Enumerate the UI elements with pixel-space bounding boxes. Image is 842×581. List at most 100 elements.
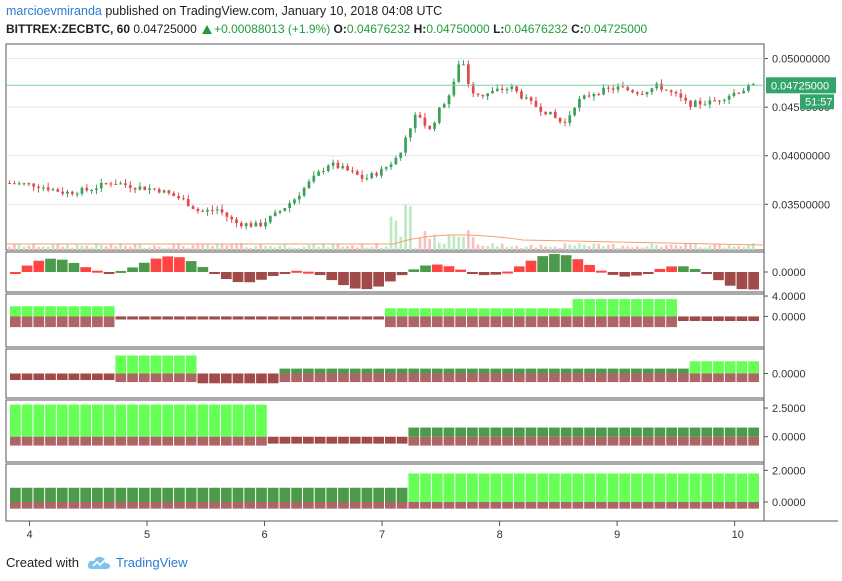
histogram-bar bbox=[678, 369, 689, 374]
histogram-bar bbox=[151, 502, 162, 509]
volume-bar bbox=[37, 247, 40, 250]
histogram-bar bbox=[467, 272, 478, 274]
histogram-bar bbox=[69, 405, 80, 437]
histogram-bar bbox=[655, 316, 666, 327]
histogram-bar bbox=[737, 272, 748, 289]
histogram-bar bbox=[385, 272, 396, 281]
histogram-bar bbox=[373, 437, 384, 444]
histogram-bar bbox=[10, 502, 21, 509]
histogram-bar bbox=[350, 374, 361, 383]
histogram-bar bbox=[22, 374, 33, 381]
histogram-bar bbox=[233, 374, 244, 384]
histogram-bar bbox=[350, 502, 361, 509]
volume-bar bbox=[689, 243, 692, 250]
histogram-bar bbox=[537, 316, 548, 327]
histogram-bar bbox=[221, 405, 232, 437]
candle-body bbox=[597, 94, 600, 95]
indicator-tick-label: 2.5000 bbox=[772, 403, 806, 415]
histogram-bar bbox=[362, 502, 373, 509]
indicator-tick-label: 0.0000 bbox=[772, 311, 806, 323]
histogram-bar bbox=[666, 437, 677, 446]
histogram-bar bbox=[444, 428, 455, 437]
candle-body bbox=[559, 118, 562, 122]
volume-bar bbox=[665, 245, 668, 250]
histogram-bar bbox=[338, 316, 349, 319]
histogram-bar bbox=[57, 306, 68, 316]
histogram-bar bbox=[561, 255, 572, 272]
histogram-bar bbox=[385, 502, 396, 509]
tradingview-logo[interactable]: TradingView bbox=[87, 555, 188, 570]
candle-body bbox=[424, 118, 427, 126]
histogram-bar bbox=[139, 437, 150, 446]
candle-body bbox=[737, 93, 740, 94]
candle-body bbox=[37, 187, 40, 188]
histogram-bar bbox=[115, 437, 126, 446]
histogram-bar bbox=[514, 474, 525, 503]
histogram-bar bbox=[573, 474, 584, 503]
histogram-bar bbox=[526, 369, 537, 374]
candle-body bbox=[158, 189, 161, 192]
histogram-bar bbox=[596, 271, 607, 273]
candle-body bbox=[675, 92, 678, 93]
histogram-bar bbox=[643, 428, 654, 437]
created-with-text: Created with bbox=[6, 555, 79, 570]
histogram-bar bbox=[655, 428, 666, 437]
histogram-bar bbox=[57, 316, 68, 327]
candle-body bbox=[713, 100, 716, 101]
histogram-bar bbox=[573, 369, 584, 374]
histogram-bar bbox=[444, 308, 455, 316]
histogram-bar bbox=[455, 437, 466, 446]
histogram-bar bbox=[209, 437, 220, 446]
histogram-bar bbox=[127, 356, 138, 374]
histogram-bar bbox=[502, 316, 513, 327]
histogram-bar bbox=[69, 316, 80, 327]
candle-body bbox=[622, 86, 625, 87]
histogram-bar bbox=[420, 474, 431, 503]
histogram-bar bbox=[198, 374, 209, 384]
histogram-bar bbox=[115, 374, 126, 383]
volume-bar bbox=[660, 247, 663, 250]
histogram-bar bbox=[362, 272, 373, 289]
candle-body bbox=[612, 88, 615, 89]
volume-bar bbox=[593, 243, 596, 250]
volume-bar bbox=[327, 247, 330, 250]
volume-bar bbox=[496, 246, 499, 250]
histogram-bar bbox=[244, 316, 255, 319]
histogram-bar bbox=[174, 502, 185, 509]
histogram-bar bbox=[291, 502, 302, 509]
histogram-bar bbox=[92, 374, 103, 381]
histogram-bar bbox=[362, 316, 373, 319]
volume-bar bbox=[631, 247, 634, 250]
volume-bar bbox=[76, 245, 79, 250]
volume-bar bbox=[390, 217, 393, 250]
histogram-bar bbox=[737, 474, 748, 503]
histogram-bar bbox=[373, 488, 384, 502]
histogram-bar bbox=[455, 316, 466, 327]
volume-bar bbox=[143, 248, 146, 250]
histogram-bar bbox=[104, 272, 115, 274]
histogram-bar bbox=[666, 299, 677, 316]
histogram-bar bbox=[186, 316, 197, 319]
histogram-bar bbox=[198, 316, 209, 319]
histogram-bar bbox=[666, 266, 677, 272]
volume-bar bbox=[192, 245, 195, 250]
candle-body bbox=[153, 188, 156, 189]
histogram-bar bbox=[186, 405, 197, 437]
histogram-bar bbox=[256, 316, 267, 319]
candle-body bbox=[704, 104, 707, 105]
volume-bar bbox=[206, 245, 209, 250]
candle-body bbox=[554, 112, 557, 118]
volume-bar bbox=[486, 246, 489, 250]
histogram-bar bbox=[619, 437, 630, 446]
histogram-bar bbox=[92, 316, 103, 327]
candle-body bbox=[211, 210, 214, 211]
histogram-bar bbox=[326, 502, 337, 509]
candle-body bbox=[525, 97, 528, 98]
histogram-bar bbox=[338, 369, 349, 374]
histogram-bar bbox=[244, 488, 255, 502]
histogram-bar bbox=[221, 437, 232, 446]
histogram-bar bbox=[631, 316, 642, 327]
histogram-bar bbox=[80, 488, 91, 502]
histogram-bar bbox=[502, 437, 513, 446]
